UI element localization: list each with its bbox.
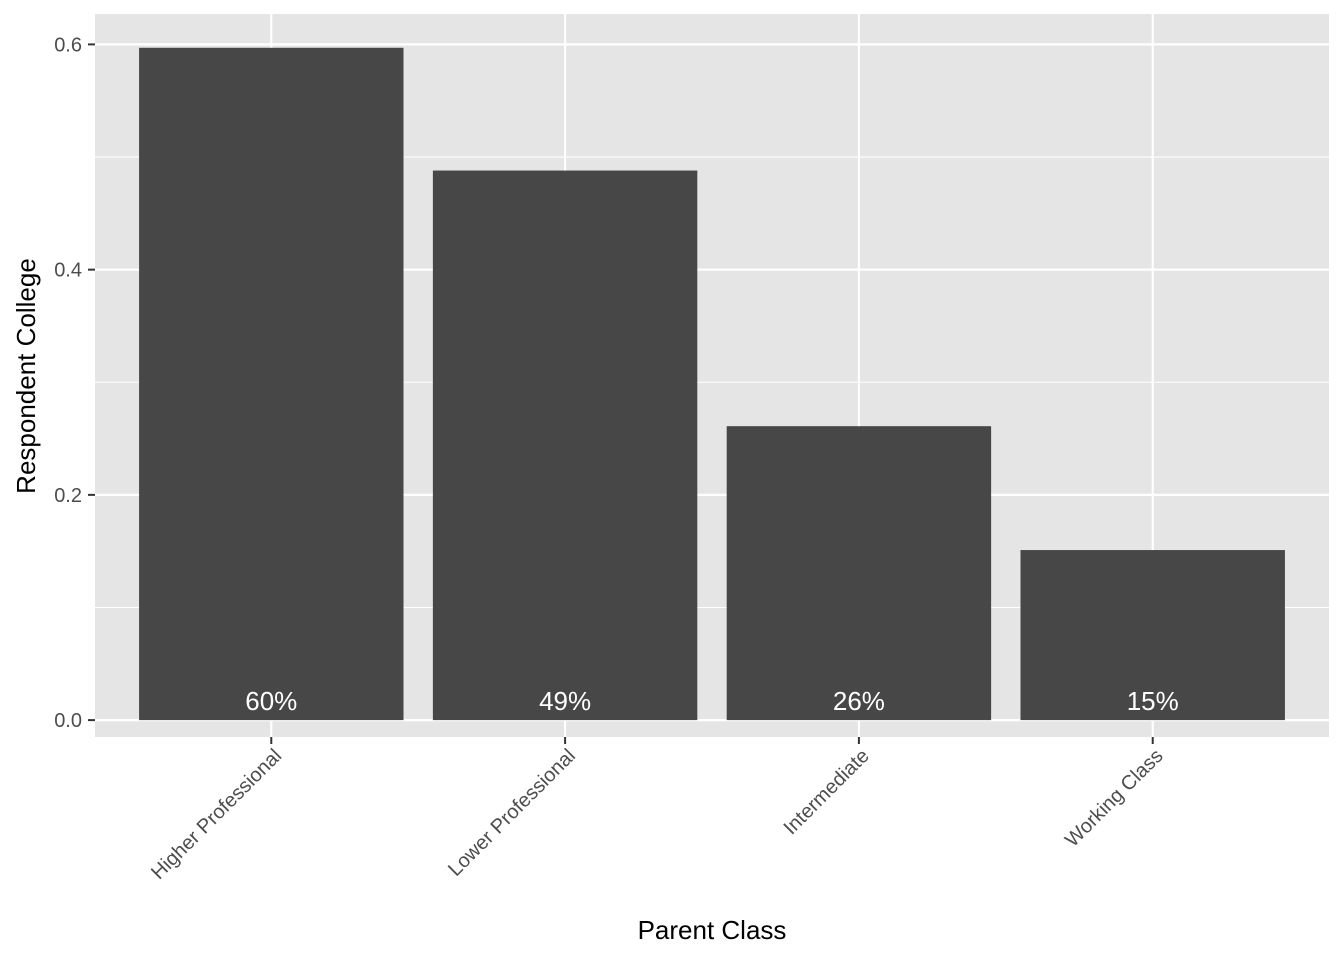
x-tick-label: Higher Professional bbox=[147, 745, 286, 884]
bar-label: 15% bbox=[1127, 686, 1179, 716]
y-tick-label: 0.4 bbox=[54, 260, 82, 282]
bar bbox=[139, 47, 404, 721]
bar bbox=[726, 426, 992, 721]
x-tick-label: Intermediate bbox=[780, 745, 874, 839]
bars bbox=[139, 47, 1285, 721]
x-tick-label: Lower Professional bbox=[444, 745, 580, 881]
bar-labels: 60% 49% 26% 15% bbox=[245, 686, 1178, 716]
x-axis: Higher Professional Lower Professional Int… bbox=[147, 737, 1168, 884]
y-axis-title: Respondent College bbox=[11, 258, 41, 494]
y-axis: 0.0 0.2 0.4 0.6 bbox=[54, 34, 95, 732]
y-tick-label: 0.0 bbox=[54, 710, 82, 732]
bar bbox=[432, 170, 698, 721]
y-tick-label: 0.6 bbox=[54, 34, 82, 56]
bar-label: 26% bbox=[833, 686, 885, 716]
x-tick-label: Working Class bbox=[1061, 745, 1167, 851]
bar bbox=[1020, 550, 1285, 721]
bar-label: 49% bbox=[539, 686, 591, 716]
bar-label: 60% bbox=[245, 686, 297, 716]
x-axis-title: Parent Class bbox=[638, 915, 787, 945]
y-tick-label: 0.2 bbox=[54, 485, 82, 507]
